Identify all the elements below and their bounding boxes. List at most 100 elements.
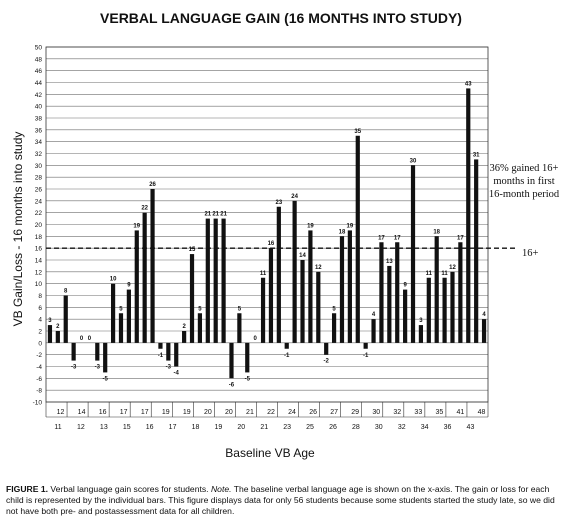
bar [237, 313, 242, 343]
bar [150, 189, 155, 343]
bar [300, 260, 305, 343]
x-tick-label: 30 [375, 424, 383, 431]
bar-value-label: 5 [198, 306, 202, 312]
bar-value-label: 5 [238, 306, 242, 312]
bar-value-label: -5 [103, 376, 109, 382]
bars [47, 88, 487, 379]
bar [63, 295, 68, 343]
y-axis-label: VB Gain/Loss - 16 months into study [11, 131, 25, 327]
bar [339, 236, 345, 343]
x-tick-label: 25 [306, 424, 314, 431]
bar [268, 248, 274, 343]
bar-value-label: 12 [315, 265, 322, 271]
bar-value-label: 30 [410, 158, 417, 164]
bar [229, 342, 234, 379]
bar [205, 218, 210, 343]
bar [182, 331, 187, 343]
bar [450, 271, 455, 343]
bar [316, 271, 321, 343]
y-tick-label: -6 [36, 376, 42, 383]
bar-value-label: 2 [182, 324, 186, 330]
bar [126, 289, 131, 343]
bar [103, 342, 108, 373]
caption-label: FIGURE 1. [6, 484, 49, 494]
y-tick-label: 12 [35, 269, 43, 276]
x-tick-label: 11 [54, 424, 61, 431]
bar-value-label: -2 [324, 359, 330, 365]
bar [55, 331, 60, 343]
bar [403, 289, 408, 343]
bar-value-label: 11 [441, 271, 448, 277]
bar [158, 342, 163, 349]
bar [308, 230, 313, 343]
bar [197, 313, 203, 343]
y-tick-label: 14 [35, 258, 43, 265]
y-tick-label: 28 [35, 175, 43, 182]
x-axis-label: Baseline VB Age [225, 446, 315, 460]
bar-value-label: 26 [149, 182, 156, 188]
bar-value-label: 21 [220, 212, 227, 218]
y-tick-label: -8 [36, 388, 42, 395]
y-tick-label: 44 [35, 80, 43, 87]
bar-value-label: 2 [56, 324, 60, 330]
x-tick-label: 19 [162, 409, 170, 416]
bar [434, 236, 439, 343]
bar [189, 254, 195, 343]
bar [134, 230, 139, 343]
y-tick-label: 36 [35, 127, 43, 134]
x-tick-label: 48 [478, 409, 486, 416]
bar [324, 342, 329, 355]
bar-value-label: 3 [419, 318, 423, 324]
bar [47, 325, 53, 343]
x-tick-label: 17 [120, 409, 128, 416]
x-tick-label: 22 [267, 409, 275, 416]
y-tick-label: 38 [35, 116, 43, 123]
bar-value-label: 21 [212, 212, 219, 218]
y-tick-label: 26 [35, 187, 43, 194]
x-tick-label: 20 [237, 424, 245, 431]
x-tick-label: 28 [352, 424, 360, 431]
y-tick-label: 42 [35, 92, 43, 99]
y-tick-label: 40 [35, 104, 43, 111]
y-tick-label: 30 [35, 163, 43, 170]
x-tick-label: 30 [372, 409, 380, 416]
bar [276, 206, 281, 343]
bar-value-label: -3 [95, 365, 101, 371]
bar [379, 242, 384, 343]
x-tick-label: 23 [283, 424, 291, 431]
bar [410, 165, 416, 343]
bar [426, 277, 431, 343]
bar-value-label: 10 [110, 277, 117, 283]
bar-value-label: 8 [64, 289, 68, 295]
bar-value-label: 4 [372, 312, 376, 318]
bar [221, 218, 226, 343]
bar [118, 313, 124, 343]
x-tick-label: 13 [100, 424, 108, 431]
bar-value-label: 19 [133, 223, 140, 229]
bar [71, 342, 76, 361]
x-tick-label: 19 [215, 424, 223, 431]
bar [292, 200, 297, 343]
bar-value-label: 0 [88, 336, 92, 342]
bar [331, 313, 337, 343]
bar-value-label: 15 [189, 247, 196, 253]
bar-value-label: 17 [457, 235, 464, 241]
y-tick-label: 48 [35, 56, 43, 63]
x-tick-label: 41 [457, 409, 465, 416]
y-tick-label: 24 [35, 198, 43, 205]
bar-value-label: 11 [426, 271, 433, 277]
bar [395, 242, 400, 343]
y-tick-label: 20 [35, 222, 43, 229]
x-tick-label: 26 [329, 424, 337, 431]
x-tick-label: 32 [393, 409, 401, 416]
chart-title: VERBAL LANGUAGE GAIN (16 MONTHS INTO STU… [100, 10, 462, 26]
bar [481, 319, 487, 343]
x-tick-label: 34 [421, 424, 429, 431]
gridlines [46, 46, 488, 403]
bar [442, 277, 447, 343]
y-tick-label: 2 [38, 329, 42, 336]
x-tick-label: 21 [246, 409, 254, 416]
bar [387, 265, 392, 343]
